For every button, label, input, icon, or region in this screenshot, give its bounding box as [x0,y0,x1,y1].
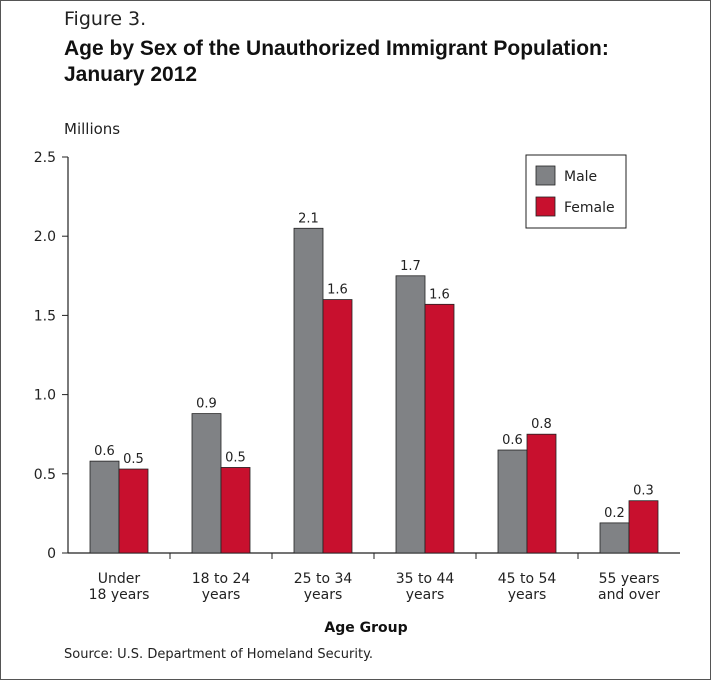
x-axis-title: Age Group [324,620,407,636]
y-tick-label: 2.5 [34,150,56,166]
male-bar-value-label: 2.1 [298,211,319,226]
y-axis-unit-label: Millions [64,120,121,138]
male-bar [293,227,324,554]
y-tick-label: 2.0 [34,229,56,245]
female-legend-label: Female [564,200,615,216]
chart-title: Age by Sex of the Unauthorized Immigrant… [64,37,609,86]
male-bar [395,275,426,554]
male-bar [599,522,630,554]
male-bar-value-label: 0.6 [94,444,115,459]
y-tick-label: 1.0 [34,388,56,404]
female-bar [220,467,251,554]
x-tick-label: Under [98,571,141,587]
x-tick-label: 18 years [89,587,150,603]
female-bar [424,303,455,554]
male-bar-value-label: 0.9 [196,397,217,412]
male-legend-label: Male [564,169,597,185]
male-bar [191,413,222,554]
male-bar [497,449,528,554]
female-bar-value-label: 0.5 [225,450,246,465]
female-bar [526,433,557,554]
female-bar-value-label: 1.6 [429,287,450,302]
female-legend-swatch [535,196,556,217]
x-tick-label: 18 to 24 [192,571,251,587]
x-tick-label: years [406,587,445,603]
x-tick-label: years [304,587,343,603]
x-tick-label: years [508,587,547,603]
male-bar [89,460,120,554]
x-tick-label: 35 to 44 [396,571,455,587]
x-tick-label: and over [598,587,660,603]
female-bar [628,500,659,554]
male-bar-value-label: 0.6 [502,433,523,448]
female-bar [322,299,353,554]
female-bar-value-label: 1.6 [327,283,348,298]
y-tick-label: 0 [47,546,56,562]
female-bar [118,468,149,554]
x-tick-label: years [202,587,241,603]
x-tick-label: 55 years [599,571,660,587]
x-tick-label: 45 to 54 [498,571,557,587]
male-bar-value-label: 1.7 [400,259,421,274]
female-bar-value-label: 0.8 [531,417,552,432]
source-note: Source: U.S. Department of Homeland Secu… [64,647,374,662]
female-bar-value-label: 0.5 [123,452,144,467]
y-tick-label: 0.5 [34,467,56,483]
female-bar-value-label: 0.3 [633,484,654,499]
male-legend-swatch [535,165,556,186]
figure-label: Figure 3. [64,8,147,30]
y-tick-label: 1.5 [34,308,56,324]
x-tick-label: 25 to 34 [294,571,353,587]
male-bar-value-label: 0.2 [604,506,625,521]
